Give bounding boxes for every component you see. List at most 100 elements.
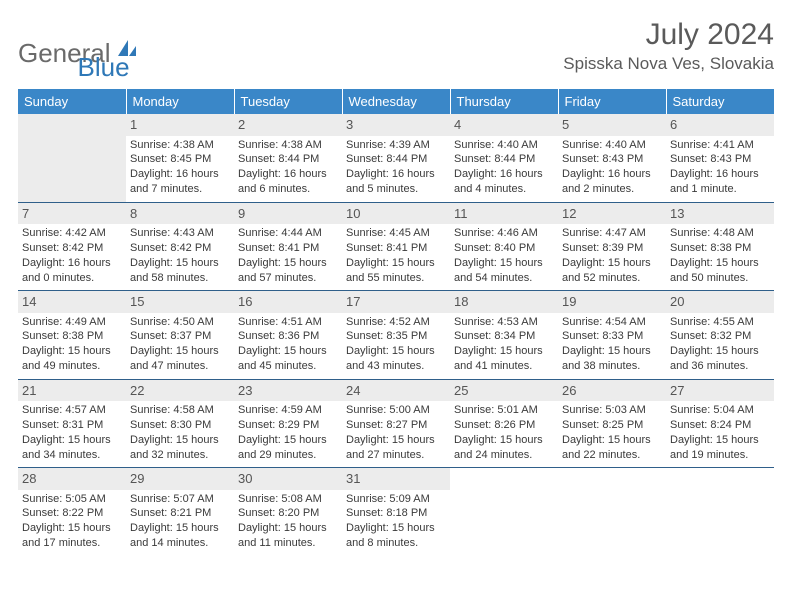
day-sunset: Sunset: 8:31 PM — [22, 418, 122, 433]
day-day1: Daylight: 15 hours — [238, 433, 338, 448]
day-sunrise: Sunrise: 5:01 AM — [454, 403, 554, 418]
day-sunrise: Sunrise: 4:46 AM — [454, 226, 554, 241]
day-sunset: Sunset: 8:24 PM — [670, 418, 770, 433]
day-sunrise: Sunrise: 5:04 AM — [670, 403, 770, 418]
day-number: 10 — [342, 203, 450, 225]
day-number: 20 — [666, 291, 774, 313]
day-sunset: Sunset: 8:26 PM — [454, 418, 554, 433]
day-number: 24 — [342, 380, 450, 402]
day-sunrise: Sunrise: 4:41 AM — [670, 138, 770, 153]
day-day2: and 1 minute. — [670, 182, 770, 197]
weekday-header-row: SundayMondayTuesdayWednesdayThursdayFrid… — [18, 89, 774, 114]
day-sunrise: Sunrise: 4:52 AM — [346, 315, 446, 330]
day-cell: 16Sunrise: 4:51 AMSunset: 8:36 PMDayligh… — [234, 291, 342, 379]
day-number: 2 — [234, 114, 342, 136]
day-day1: Daylight: 16 hours — [346, 167, 446, 182]
day-sunset: Sunset: 8:21 PM — [130, 506, 230, 521]
day-number: 1 — [126, 114, 234, 136]
day-sunset: Sunset: 8:35 PM — [346, 329, 446, 344]
day-sunrise: Sunrise: 4:54 AM — [562, 315, 662, 330]
day-sunset: Sunset: 8:38 PM — [22, 329, 122, 344]
day-number: 7 — [18, 203, 126, 225]
day-day1: Daylight: 15 hours — [346, 256, 446, 271]
weekday-header: Tuesday — [234, 89, 342, 114]
day-cell: 10Sunrise: 4:45 AMSunset: 8:41 PMDayligh… — [342, 203, 450, 291]
day-sunrise: Sunrise: 4:50 AM — [130, 315, 230, 330]
day-day2: and 17 minutes. — [22, 536, 122, 551]
day-day2: and 58 minutes. — [130, 271, 230, 286]
day-sunrise: Sunrise: 4:38 AM — [238, 138, 338, 153]
day-sunset: Sunset: 8:36 PM — [238, 329, 338, 344]
week-row: 7Sunrise: 4:42 AMSunset: 8:42 PMDaylight… — [18, 203, 774, 291]
day-number: 30 — [234, 468, 342, 490]
day-day1: Daylight: 15 hours — [562, 344, 662, 359]
day-number: 9 — [234, 203, 342, 225]
day-number: 28 — [18, 468, 126, 490]
day-cell — [666, 468, 774, 556]
day-cell: 14Sunrise: 4:49 AMSunset: 8:38 PMDayligh… — [18, 291, 126, 379]
day-day1: Daylight: 15 hours — [130, 344, 230, 359]
day-cell: 20Sunrise: 4:55 AMSunset: 8:32 PMDayligh… — [666, 291, 774, 379]
day-number: 15 — [126, 291, 234, 313]
day-number: 16 — [234, 291, 342, 313]
day-number: 18 — [450, 291, 558, 313]
day-day2: and 29 minutes. — [238, 448, 338, 463]
day-sunrise: Sunrise: 4:45 AM — [346, 226, 446, 241]
title-block: July 2024 Spisska Nova Ves, Slovakia — [563, 18, 774, 74]
day-number: 13 — [666, 203, 774, 225]
day-sunset: Sunset: 8:44 PM — [346, 152, 446, 167]
calendar-table: SundayMondayTuesdayWednesdayThursdayFrid… — [18, 89, 774, 556]
day-number: 29 — [126, 468, 234, 490]
day-sunset: Sunset: 8:20 PM — [238, 506, 338, 521]
day-cell: 27Sunrise: 5:04 AMSunset: 8:24 PMDayligh… — [666, 380, 774, 468]
day-cell: 11Sunrise: 4:46 AMSunset: 8:40 PMDayligh… — [450, 203, 558, 291]
page-header: General Blue July 2024 Spisska Nova Ves,… — [18, 18, 774, 83]
day-day2: and 27 minutes. — [346, 448, 446, 463]
day-sunset: Sunset: 8:27 PM — [346, 418, 446, 433]
day-day2: and 2 minutes. — [562, 182, 662, 197]
day-sunrise: Sunrise: 4:53 AM — [454, 315, 554, 330]
day-day1: Daylight: 15 hours — [238, 521, 338, 536]
day-number: 27 — [666, 380, 774, 402]
day-number: 31 — [342, 468, 450, 490]
day-cell: 12Sunrise: 4:47 AMSunset: 8:39 PMDayligh… — [558, 203, 666, 291]
day-cell: 23Sunrise: 4:59 AMSunset: 8:29 PMDayligh… — [234, 380, 342, 468]
day-cell: 1Sunrise: 4:38 AMSunset: 8:45 PMDaylight… — [126, 114, 234, 202]
day-day2: and 6 minutes. — [238, 182, 338, 197]
day-day1: Daylight: 16 hours — [670, 167, 770, 182]
day-sunset: Sunset: 8:29 PM — [238, 418, 338, 433]
day-day1: Daylight: 15 hours — [670, 344, 770, 359]
day-day1: Daylight: 15 hours — [562, 433, 662, 448]
weekday-header: Saturday — [666, 89, 774, 114]
day-day2: and 45 minutes. — [238, 359, 338, 374]
day-day2: and 22 minutes. — [562, 448, 662, 463]
day-day1: Daylight: 15 hours — [562, 256, 662, 271]
day-sunrise: Sunrise: 5:00 AM — [346, 403, 446, 418]
day-day1: Daylight: 15 hours — [22, 344, 122, 359]
day-cell: 5Sunrise: 4:40 AMSunset: 8:43 PMDaylight… — [558, 114, 666, 202]
day-day1: Daylight: 15 hours — [130, 256, 230, 271]
day-sunrise: Sunrise: 4:48 AM — [670, 226, 770, 241]
day-day1: Daylight: 16 hours — [22, 256, 122, 271]
day-sunset: Sunset: 8:44 PM — [454, 152, 554, 167]
day-day2: and 55 minutes. — [346, 271, 446, 286]
weekday-header: Wednesday — [342, 89, 450, 114]
day-sunset: Sunset: 8:18 PM — [346, 506, 446, 521]
day-number: 8 — [126, 203, 234, 225]
day-cell: 28Sunrise: 5:05 AMSunset: 8:22 PMDayligh… — [18, 468, 126, 556]
weekday-header: Thursday — [450, 89, 558, 114]
day-day2: and 7 minutes. — [130, 182, 230, 197]
day-day2: and 11 minutes. — [238, 536, 338, 551]
day-sunset: Sunset: 8:32 PM — [670, 329, 770, 344]
day-sunrise: Sunrise: 5:07 AM — [130, 492, 230, 507]
day-sunset: Sunset: 8:22 PM — [22, 506, 122, 521]
day-number: 5 — [558, 114, 666, 136]
day-day1: Daylight: 16 hours — [130, 167, 230, 182]
day-day2: and 24 minutes. — [454, 448, 554, 463]
day-sunrise: Sunrise: 4:44 AM — [238, 226, 338, 241]
day-sunset: Sunset: 8:45 PM — [130, 152, 230, 167]
day-sunrise: Sunrise: 4:47 AM — [562, 226, 662, 241]
day-day2: and 32 minutes. — [130, 448, 230, 463]
weekday-header: Friday — [558, 89, 666, 114]
week-row: 1Sunrise: 4:38 AMSunset: 8:45 PMDaylight… — [18, 114, 774, 202]
